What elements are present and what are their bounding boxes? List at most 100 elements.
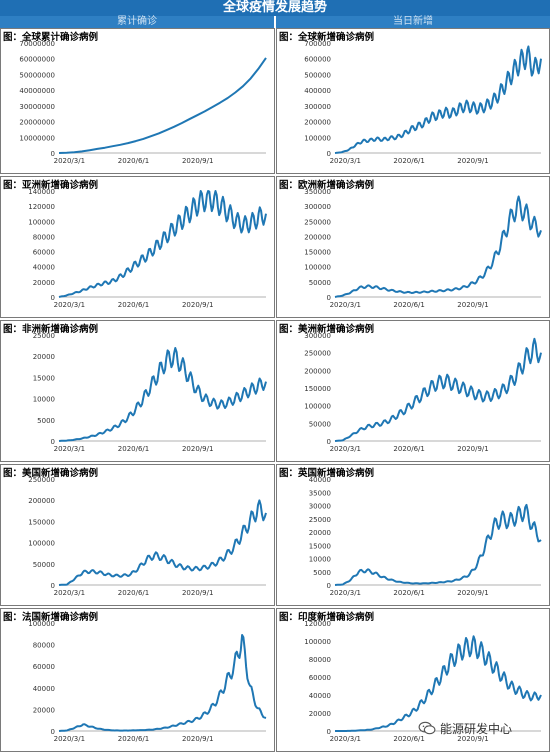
x-tick-label: 2020/3/1 [54, 445, 85, 453]
y-tick-label: 0 [51, 294, 55, 302]
chart-panel-usa-new: 图：美国新增确诊病例 250000 200000 150000 100000 50000 0… [0, 464, 275, 606]
y-tick-label: 15000 [33, 374, 55, 382]
y-tick-label: 25000 [309, 516, 331, 524]
y-tick-label: 20000 [309, 529, 331, 537]
chart-panel-france-new: 图：法国新增确诊病例 100000 80000 60000 40000 20000 0 202… [0, 608, 275, 752]
chart-title: 图：全球累计确诊病例 [3, 32, 99, 43]
series-line [335, 635, 542, 732]
series-line [334, 195, 542, 298]
chart-title: 图：印度新增确诊病例 [279, 612, 375, 623]
x-tick-label: 2020/6/1 [118, 589, 149, 597]
x-tick-label: 2020/9/1 [457, 589, 488, 597]
series-line [334, 337, 542, 442]
y-tick-label: 400000 [304, 87, 331, 95]
chart-svg: 1400001200001000008000060000400002000002… [28, 188, 267, 309]
series-line [334, 45, 542, 154]
y-tick-label: 250000 [28, 476, 55, 484]
wechat-icon [418, 721, 436, 735]
y-tick-label: 50000 [309, 420, 331, 428]
y-tick-label: 60000 [33, 663, 55, 671]
watermark-text: 能源研发中心 [440, 721, 513, 736]
x-tick-label: 2020/9/1 [457, 735, 488, 743]
y-tick-label: 200000 [28, 497, 55, 505]
x-tick-label: 2020/6/1 [393, 589, 424, 597]
y-tick-label: 40000000 [19, 87, 55, 95]
y-tick-label: 200000 [304, 233, 331, 241]
y-tick-label: 0 [327, 582, 331, 590]
x-tick-label: 2020/9/1 [182, 157, 213, 165]
chart-title: 图：美国新增确诊病例 [3, 468, 99, 479]
chart-panel-global-new: 图：全球新增确诊病例 700000 600000 500000 400000 300000… [276, 28, 550, 174]
y-tick-label: 20000 [309, 710, 331, 718]
y-tick-label: 70000000 [19, 40, 55, 48]
y-tick-label: 30000000 [19, 103, 55, 111]
y-tick-label: 0 [51, 150, 55, 158]
y-tick-label: 100000 [304, 403, 331, 411]
x-tick-label: 2020/6/1 [118, 301, 149, 309]
chart-panel-americas-new: 图：美洲新增确诊病例 300000 250000 200000 150000 100000… [276, 320, 550, 462]
y-tick-label: 50000000 [19, 71, 55, 79]
x-tick-label: 2020/6/1 [393, 445, 424, 453]
y-tick-label: 600000 [304, 56, 331, 64]
x-tick-label: 2020/9/1 [457, 157, 488, 165]
x-tick-label: 2020/6/1 [393, 157, 424, 165]
x-tick-label: 2020/9/1 [182, 301, 213, 309]
y-tick-label: 500000 [304, 71, 331, 79]
y-tick-label: 40000 [309, 476, 331, 484]
chart-panel-uk-new: 图：英国新增确诊病例 40000 35000 30000 25000 20000 15000… [276, 464, 550, 606]
chart-title: 图：亚洲新增确诊病例 [3, 180, 99, 191]
y-tick-label: 80000 [33, 642, 55, 650]
right-column-header: 当日新增 [276, 16, 550, 28]
x-tick-label: 2020/3/1 [330, 735, 361, 743]
y-tick-label: 0 [51, 728, 55, 736]
y-tick-label: 60000 [33, 249, 55, 257]
y-tick-label: 5000 [313, 569, 331, 577]
y-tick-label: 200000 [304, 119, 331, 127]
series-line [58, 190, 267, 298]
y-tick-label: 20000 [33, 353, 55, 361]
chart-svg: 3000002500002000001500001000005000002020… [304, 332, 542, 453]
chart-title: 图：美洲新增确诊病例 [279, 324, 375, 335]
y-tick-label: 60000 [309, 674, 331, 682]
y-tick-label: 60000000 [19, 56, 55, 64]
x-tick-label: 2020/9/1 [457, 301, 488, 309]
y-tick-label: 20000 [33, 706, 55, 714]
x-tick-label: 2020/3/1 [330, 445, 361, 453]
y-tick-label: 15000 [309, 542, 331, 550]
y-tick-label: 5000 [37, 417, 55, 425]
y-tick-label: 100000 [28, 540, 55, 548]
y-tick-label: 300000 [304, 103, 331, 111]
chart-svg: 700000 600000 500000 400000 300000 200000 1000… [304, 40, 542, 165]
y-tick-label: 80000 [33, 233, 55, 241]
chart-svg: 40000 35000 30000 25000 20000 15000 10000 5000 0… [309, 476, 542, 597]
y-tick-label: 30000 [309, 503, 331, 511]
y-tick-label: 700000 [304, 40, 331, 48]
watermark: 能源研发中心 [418, 716, 550, 740]
x-tick-label: 2020/6/1 [118, 445, 149, 453]
chart-title: 图：英国新增确诊病例 [279, 468, 375, 479]
x-tick-label: 2020/9/1 [182, 589, 213, 597]
chart-title: 图：欧洲新增确诊病例 [279, 180, 375, 191]
series-line [58, 57, 267, 154]
left-column-header: 累计确诊 [0, 16, 274, 28]
y-tick-label: 0 [327, 150, 331, 158]
x-tick-label: 2020/3/1 [330, 589, 361, 597]
y-tick-label: 50000 [33, 561, 55, 569]
y-tick-label: 10000 [33, 396, 55, 404]
chart-panel-europe-new: 图：欧洲新增确诊病例 350000 300000 250000 200000 150000… [276, 176, 550, 318]
y-tick-label: 350000 [304, 188, 331, 196]
y-tick-label: 25000 [33, 332, 55, 340]
y-tick-label: 200000 [304, 367, 331, 375]
x-tick-label: 2020/3/1 [54, 157, 85, 165]
chart-panel-global-cumulative: 图：全球累计确诊病例 70000000 60000000 50000000 400000… [0, 28, 275, 174]
x-tick-label: 2020/3/1 [330, 301, 361, 309]
chart-svg: 70000000 60000000 50000000 40000000 30000000… [19, 40, 267, 165]
y-tick-label: 10000000 [19, 134, 55, 142]
x-tick-label: 2020/6/1 [393, 735, 424, 743]
page-title: 全球疫情发展趋势 [0, 0, 550, 16]
series-line [334, 503, 542, 586]
y-tick-label: 40000 [33, 264, 55, 272]
